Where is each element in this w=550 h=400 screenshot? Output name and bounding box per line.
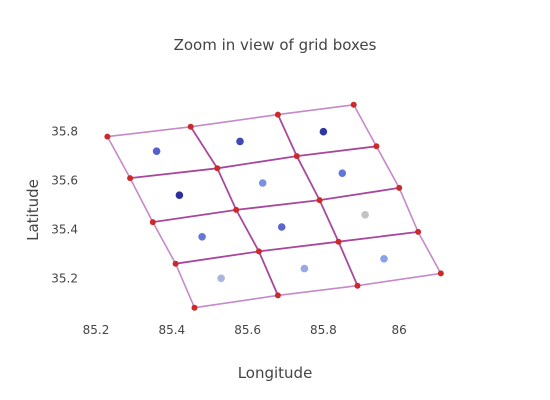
grid-line-1 <box>129 145 377 179</box>
grid-vertex-4 <box>127 175 134 182</box>
data-point-6 <box>198 233 206 241</box>
grid-vertices <box>104 101 444 311</box>
grid-vertex-14 <box>335 238 342 245</box>
grid-vertex-2 <box>274 111 281 118</box>
data-point-7 <box>277 223 286 231</box>
grid-line-3 <box>175 231 419 265</box>
data-points <box>152 127 388 283</box>
grid-vertex-9 <box>233 206 240 213</box>
data-point-1 <box>236 137 244 146</box>
chart-title: Zoom in view of grid boxes <box>174 36 377 54</box>
grid-vertex-8 <box>149 219 156 226</box>
data-point-4 <box>258 179 267 187</box>
grid-vertex-17 <box>274 292 281 299</box>
data-point-2 <box>319 127 328 136</box>
x-tick-labels: 85.2 85.4 85.6 85.8 86 <box>83 323 407 337</box>
y-tick-label-2: 35.6 <box>51 174 78 188</box>
grid-vertex-16 <box>191 304 198 311</box>
data-point-11 <box>380 254 388 263</box>
grid-vertex-6 <box>293 153 300 160</box>
grid-vertex-1 <box>187 123 194 130</box>
grid-vertex-11 <box>396 184 403 191</box>
data-point-9 <box>217 274 225 283</box>
grid-line-0 <box>107 104 354 138</box>
x-tick-label-4: 86 <box>392 323 407 337</box>
x-tick-label-2: 85.6 <box>234 323 261 337</box>
grid-vertex-0 <box>104 133 111 140</box>
grid-line-4 <box>194 272 441 309</box>
y-tick-labels: 35.2 35.4 35.6 35.8 <box>51 125 78 286</box>
grid-vertex-10 <box>316 197 323 204</box>
grid-vertex-13 <box>255 248 262 255</box>
y-tick-label-0: 35.2 <box>51 271 78 285</box>
data-point-5 <box>338 169 347 177</box>
x-tick-label-3: 85.8 <box>310 323 337 337</box>
x-tick-label-0: 85.2 <box>83 323 110 337</box>
grid-box-lines <box>106 104 442 309</box>
data-point-3 <box>175 191 184 199</box>
data-point-10 <box>300 264 309 273</box>
grid-line-2 <box>152 187 400 223</box>
grid-vertex-18 <box>354 282 361 289</box>
y-tick-label-3: 35.8 <box>51 125 78 139</box>
grid-vertex-19 <box>437 270 444 277</box>
data-point-0 <box>152 147 161 155</box>
x-tick-label-1: 85.4 <box>158 323 185 337</box>
grid-vertex-12 <box>172 260 179 267</box>
grid-vertex-15 <box>415 228 422 235</box>
y-tick-label-1: 35.4 <box>51 222 78 236</box>
grid-vertex-3 <box>350 101 357 108</box>
data-point-8 <box>361 211 369 219</box>
grid-vertex-5 <box>214 165 221 172</box>
x-axis-label: Longitude <box>238 364 313 382</box>
y-axis-label: Latitude <box>24 179 42 241</box>
grid-vertex-7 <box>373 143 380 150</box>
